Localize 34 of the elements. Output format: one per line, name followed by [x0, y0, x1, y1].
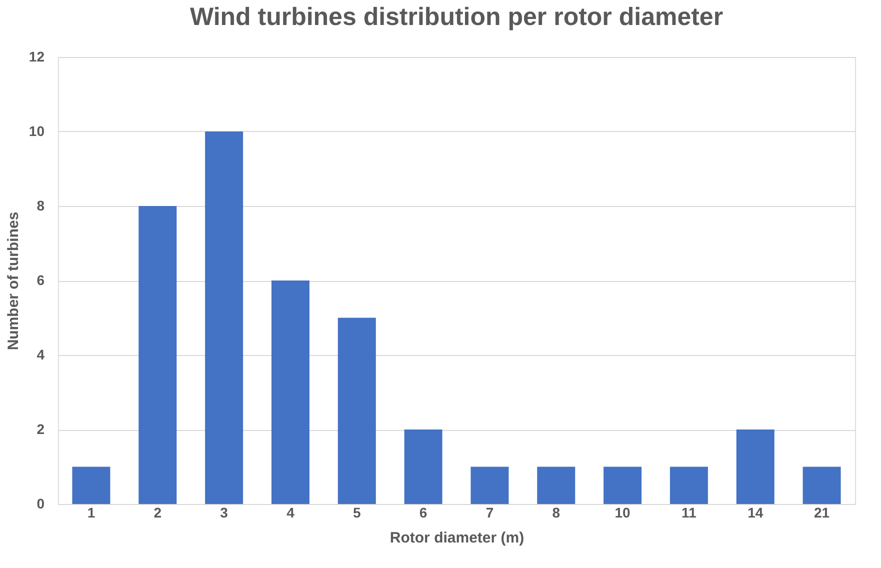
- x-tick-label: 10: [614, 504, 631, 520]
- chart-title: Wind turbines distribution per rotor diameter: [190, 3, 724, 31]
- x-tick-label: 11: [682, 504, 697, 520]
- bar: [271, 280, 310, 504]
- x-tick-label: 21: [814, 504, 830, 520]
- bar: [537, 466, 576, 504]
- bar: [470, 466, 509, 504]
- y-tick-label: 2: [36, 421, 45, 437]
- y-tick-label: 6: [36, 272, 45, 288]
- bar: [72, 466, 110, 504]
- bar: [338, 318, 376, 504]
- y-tick-label: 10: [28, 123, 45, 139]
- bar: [205, 132, 244, 504]
- y-tick-label: 12: [28, 48, 45, 64]
- y-axis-title: Number of turbines: [4, 212, 22, 350]
- y-tick-label: 8: [36, 198, 45, 214]
- x-tick-label: 4: [286, 504, 295, 520]
- x-tick-label: 8: [552, 504, 560, 520]
- y-tick-label: 0: [36, 496, 45, 512]
- y-tick-label: 4: [36, 346, 45, 362]
- bar: [670, 466, 708, 504]
- x-tick-label: 14: [748, 504, 764, 520]
- x-axis-title: Rotor diameter (m): [390, 530, 524, 546]
- bar: [604, 466, 642, 504]
- bar: [138, 206, 177, 504]
- x-tick-label: 2: [154, 504, 162, 520]
- x-tick-label: 1: [87, 504, 96, 520]
- x-tick-label: 5: [352, 504, 361, 520]
- bar: [802, 466, 841, 504]
- bar: [404, 430, 442, 504]
- bar: [736, 430, 774, 504]
- x-tick-label: 7: [486, 504, 494, 520]
- x-tick-label: 3: [220, 504, 228, 520]
- x-tick-label: 6: [419, 504, 428, 520]
